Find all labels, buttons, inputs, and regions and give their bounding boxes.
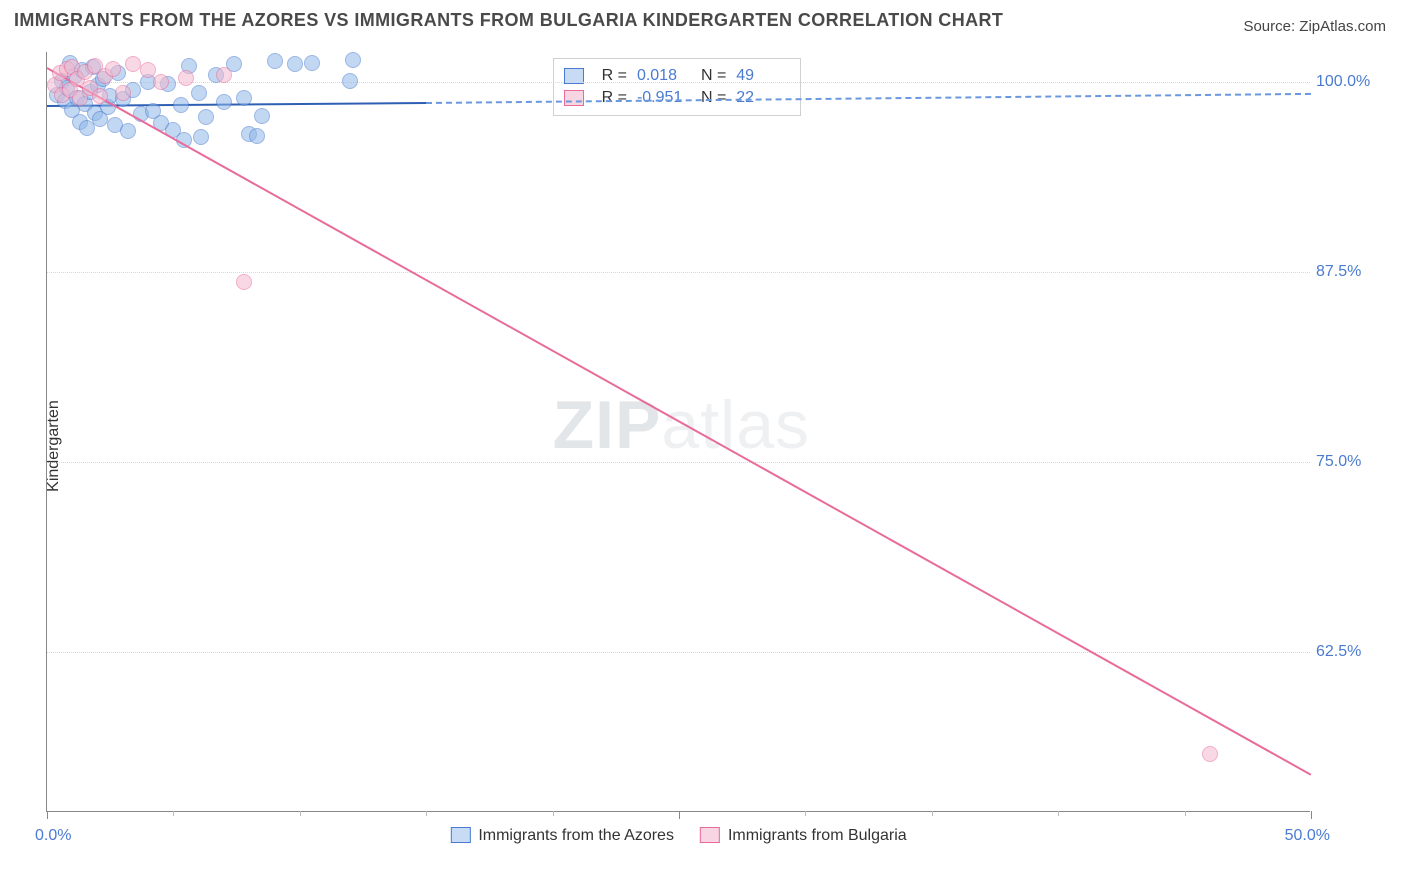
x-axis-min-label: 0.0%: [35, 827, 71, 845]
gridline: [47, 272, 1310, 273]
data-point: [342, 73, 358, 89]
x-tick: [553, 811, 554, 816]
x-tick: [1185, 811, 1186, 816]
data-point: [193, 129, 209, 145]
data-point: [267, 53, 283, 69]
data-point: [153, 74, 169, 90]
data-point: [105, 61, 121, 77]
data-point: [125, 56, 141, 72]
x-tick: [426, 811, 427, 816]
series-swatch: [564, 90, 584, 106]
gridline: [47, 652, 1310, 653]
data-point: [249, 128, 265, 144]
data-point: [304, 55, 320, 71]
legend-label: Immigrants from the Azores: [478, 827, 674, 844]
series-legend: Immigrants from the Azores Immigrants fro…: [450, 827, 906, 845]
x-tick: [173, 811, 174, 816]
data-point: [120, 123, 136, 139]
stat-r-value: -0.951: [637, 89, 691, 107]
data-point: [216, 94, 232, 110]
x-tick: [1311, 811, 1312, 819]
data-point: [1202, 746, 1218, 762]
y-tick-label: 87.5%: [1316, 263, 1386, 281]
data-point: [198, 109, 214, 125]
data-point: [178, 70, 194, 86]
data-point: [345, 52, 361, 68]
x-tick: [932, 811, 933, 816]
data-point: [173, 97, 189, 113]
stats-legend-box: R =0.018N =49R =-0.951N =22: [553, 58, 802, 116]
data-point: [115, 85, 131, 101]
data-point: [236, 90, 252, 106]
y-tick-label: 75.0%: [1316, 453, 1386, 471]
chart-title: IMMIGRANTS FROM THE AZORES VS IMMIGRANTS…: [14, 10, 1003, 31]
series-swatch: [700, 827, 720, 843]
series-swatch: [450, 827, 470, 843]
x-tick: [805, 811, 806, 816]
data-point: [254, 108, 270, 124]
data-point: [140, 62, 156, 78]
data-point: [216, 67, 232, 83]
legend-label: Immigrants from Bulgaria: [728, 827, 907, 844]
source-attribution: Source: ZipAtlas.com: [1243, 18, 1386, 35]
x-tick: [300, 811, 301, 816]
stats-row: R =0.018N =49: [564, 65, 791, 87]
x-tick: [1058, 811, 1059, 816]
data-point: [92, 88, 108, 104]
regression-line: [47, 67, 1312, 776]
chart-container: IMMIGRANTS FROM THE AZORES VS IMMIGRANTS…: [0, 0, 1406, 892]
x-tick: [47, 811, 48, 819]
gridline: [47, 82, 1310, 83]
plot-area: ZIPatlas R =0.018N =49R =-0.951N =22 0.0…: [46, 52, 1310, 812]
x-tick: [679, 811, 680, 819]
y-tick-label: 100.0%: [1316, 73, 1386, 91]
legend-item: Immigrants from Bulgaria: [700, 827, 907, 845]
x-axis-max-label: 50.0%: [1285, 827, 1330, 845]
stat-r-label: R =: [602, 89, 627, 107]
data-point: [191, 85, 207, 101]
legend-item: Immigrants from the Azores: [450, 827, 674, 845]
y-tick-label: 62.5%: [1316, 643, 1386, 661]
data-point: [287, 56, 303, 72]
data-point: [236, 274, 252, 290]
gridline: [47, 462, 1310, 463]
watermark: ZIPatlas: [553, 386, 810, 464]
